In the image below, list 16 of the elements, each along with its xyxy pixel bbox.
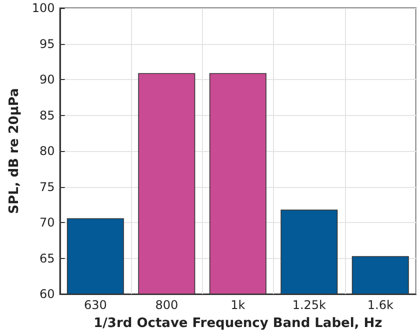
x-tick-label: 1.25k	[292, 298, 326, 312]
x-tick-label: 1k	[230, 298, 246, 312]
y-axis-title: SPL, dB re 20μPa	[7, 88, 22, 214]
x-tick-label: 800	[155, 298, 178, 312]
y-tick-label: 90	[40, 72, 55, 86]
y-tick-label: 75	[40, 180, 55, 194]
y-tick-label: 95	[40, 36, 55, 51]
y-tick-label: 85	[40, 108, 55, 122]
y-tick-label: 100	[32, 1, 55, 15]
y-tick-label: 70	[40, 216, 55, 230]
x-tick-label: 630	[84, 298, 107, 312]
y-tick-label: 60	[40, 287, 55, 301]
x-tick-label: 1.6k	[367, 298, 394, 312]
x-axis-title: 1/3rd Octave Frequency Band Label, Hz	[94, 316, 382, 331]
y-tick-label: 80	[40, 144, 55, 158]
y-tick-label: 65	[40, 251, 55, 266]
